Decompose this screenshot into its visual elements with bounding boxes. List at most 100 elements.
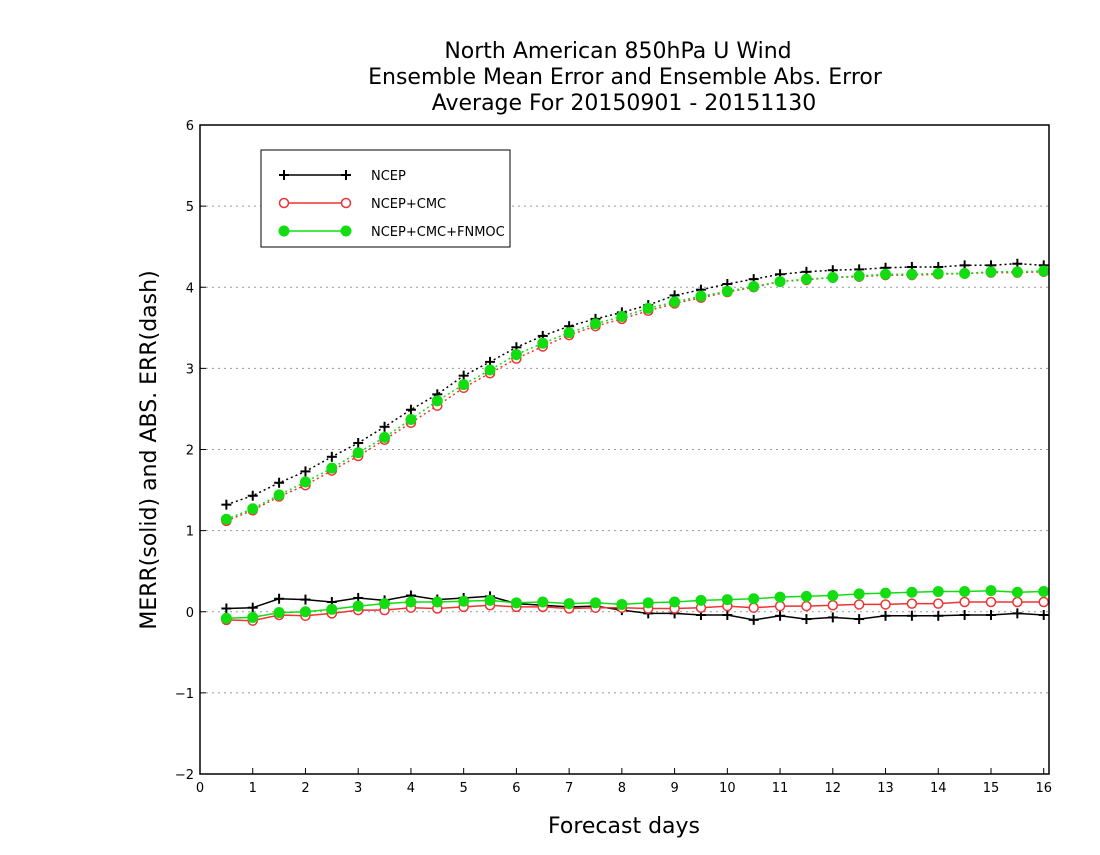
series-1-merr-point-22: [801, 600, 812, 612]
series-1-merr-point-26: [906, 598, 918, 609]
series-2-abs_err-point-21: [774, 276, 786, 288]
series-0-merr-point-25: [880, 610, 891, 621]
x-tick-label-3: 3: [354, 781, 362, 796]
series-2-merr-point-13: [563, 598, 575, 610]
y-tick-label-2: 0: [186, 606, 194, 621]
legend-items: NCEP NCEP+CMC NCEP+CMC+FNMOC: [278, 169, 505, 240]
series-0-abs_err-point-0: [221, 499, 232, 510]
series-1-merr-point-25: [880, 599, 891, 610]
series-2-merr-point-21: [774, 591, 786, 603]
series-2-merr-point-28: [959, 585, 971, 597]
series-0-merr-point-19: [722, 609, 733, 620]
series-2-abs_err-point-28: [959, 267, 971, 279]
series-2-abs_err-point-24: [853, 270, 865, 282]
series-1-merr-point-20: [748, 602, 759, 613]
series-0-abs_err-line: [226, 262, 1044, 506]
y-tick-label-4: 2: [186, 444, 194, 459]
chart-title-line-2: Ensemble Mean Error and Ensemble Abs. Er…: [368, 65, 883, 90]
series-0-merr-point-31: [1038, 609, 1049, 620]
series-0-merr-point-24: [854, 614, 865, 625]
series-2-merr-point-11: [510, 597, 522, 609]
series-2-abs_err-point-1: [247, 503, 259, 515]
series-2-merr-point-22: [800, 590, 812, 602]
x-tick-label-7: 7: [565, 781, 573, 796]
series-2-abs_err-point-17: [669, 296, 681, 308]
series-2-abs_err-point-30: [1011, 266, 1023, 278]
series-1-merr-point-27: [933, 598, 944, 609]
series-2-abs_err-point-31: [1038, 265, 1050, 277]
x-tick-label-5: 5: [460, 781, 468, 796]
y-tick-label-5: 3: [186, 362, 194, 377]
series-2-merr-point-19: [721, 594, 733, 606]
x-axis-label: Forecast days: [548, 814, 700, 839]
legend-marker-left-0: [279, 170, 289, 180]
series-2-merr-point-2: [273, 607, 285, 619]
series-2-abs_err-point-29: [985, 266, 997, 278]
series-2-abs_err-point-19: [721, 285, 733, 297]
series-0-merr-point-20: [748, 614, 759, 625]
series-2-abs_err-point-11: [510, 349, 522, 361]
series-2-merr-point-0: [220, 612, 232, 624]
series-layer: [220, 258, 1050, 626]
y-tick-label-7: 5: [186, 200, 194, 215]
series-2-merr-point-18: [695, 594, 707, 606]
series-0-merr-point-28: [959, 609, 970, 620]
series-2-merr-point-23: [827, 590, 839, 602]
series-2-abs_err-point-7: [405, 413, 417, 425]
series-0-merr-point-30: [1012, 608, 1023, 619]
x-tick-label-14: 14: [930, 781, 947, 796]
series-0-merr-point-1: [247, 602, 258, 613]
series-2-merr-point-30: [1011, 586, 1023, 598]
series-2-merr-point-9: [458, 595, 470, 607]
series-0-merr-point-26: [906, 610, 917, 621]
y-tick-label-0: −2: [175, 768, 194, 783]
x-tick-label-13: 13: [877, 781, 894, 796]
y-tick-label-6: 4: [186, 281, 194, 296]
series-2-abs_err-point-6: [379, 431, 391, 443]
series-0-merr-point-2: [274, 593, 285, 604]
series-2-merr-point-29: [985, 585, 997, 597]
series-0-abs_err-point-1: [247, 490, 258, 501]
series-2-abs_err-point-3: [299, 476, 311, 488]
series-2-abs_err-point-25: [880, 268, 892, 280]
legend-label-2: NCEP+CMC+FNMOC: [371, 225, 505, 240]
x-tick-label-4: 4: [407, 781, 415, 796]
legend-marker-right-0: [341, 170, 351, 180]
x-tick-label-11: 11: [772, 781, 789, 796]
series-2-merr-point-10: [484, 594, 496, 606]
series-2-merr-point-20: [748, 593, 760, 605]
series-2-abs_err-point-27: [932, 267, 944, 279]
series-2-abs_err-point-5: [352, 447, 364, 459]
legend-label-1: NCEP+CMC: [371, 197, 446, 212]
series-0-abs_err-point-3: [300, 466, 311, 477]
series-2-merr-point-12: [537, 596, 549, 608]
series-1-merr-point-29: [985, 596, 997, 608]
chart-title-line-3: Average For 20150901 - 20151130: [432, 91, 817, 116]
legend: NCEP NCEP+CMC NCEP+CMC+FNMOC: [260, 149, 511, 248]
series-1-merr-point-23: [827, 600, 839, 611]
series-2-merr-point-26: [906, 586, 918, 598]
legend-label-0: NCEP: [371, 169, 406, 184]
series-2-merr-point-6: [379, 598, 391, 610]
series-2-merr-point-1: [247, 611, 259, 623]
series-2-merr-point-3: [299, 606, 311, 618]
legend-marker-right-2: [340, 225, 352, 237]
series-2-merr-point-31: [1038, 585, 1050, 597]
series-0-merr-point-0: [221, 603, 232, 614]
series-0-abs_err-point-7: [405, 404, 416, 415]
series-2-abs_err-point-10: [484, 364, 496, 376]
x-tick-label-16: 16: [1035, 781, 1052, 796]
series-2-abs_err-point-9: [458, 379, 470, 391]
series-1-merr-point-21: [774, 600, 786, 612]
x-tick-label-15: 15: [983, 781, 1000, 796]
series-0-merr-point-22: [801, 614, 812, 625]
series-2-merr-line: [226, 589, 1044, 619]
y-tick-label-8: 6: [186, 119, 194, 134]
series-1-merr-point-31: [1038, 596, 1049, 608]
series-2-merr-point-4: [326, 603, 338, 615]
series-2-abs_err-point-15: [616, 310, 628, 322]
series-2-merr-point-27: [932, 585, 944, 597]
